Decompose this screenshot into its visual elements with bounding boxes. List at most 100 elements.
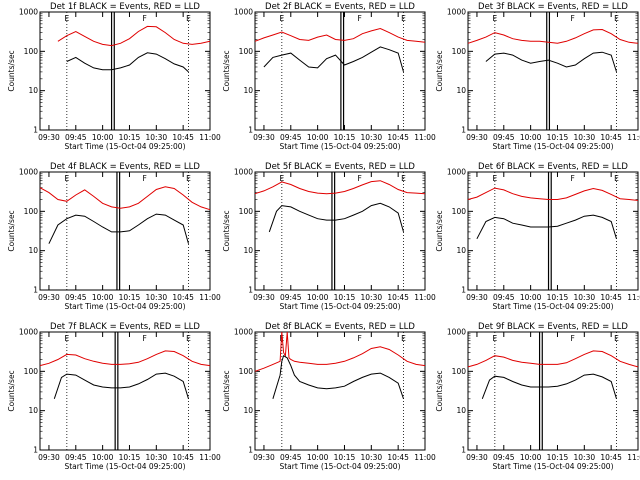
- panel-6: Det 6f BLACK = Events, RED = LLD 1 10 100 10…: [435, 162, 640, 311]
- lld-series-line: [39, 350, 211, 367]
- plot-frame: [39, 171, 211, 291]
- y-tick-label: 1000: [234, 8, 253, 17]
- x-tick-label: 11:00: [627, 133, 640, 142]
- x-tick-label: 09:45: [493, 453, 515, 462]
- x-tick-label: 09:45: [280, 453, 302, 462]
- x-tick-label: 11:00: [199, 133, 221, 142]
- x-tick-label: 10:45: [600, 133, 622, 142]
- y-tick-label: 100: [239, 207, 254, 216]
- events-series-line: [485, 51, 617, 73]
- period-marker: E: [64, 334, 69, 343]
- period-marker: F: [571, 174, 575, 183]
- x-tick-label: 10:00: [307, 133, 329, 142]
- y-tick-label: 100: [24, 367, 39, 376]
- panel-2: Det 2f BLACK = Events, RED = LLD 1 10 100 10…: [222, 2, 436, 151]
- period-marker: E: [492, 14, 497, 23]
- panel-title: Det 2f BLACK = Events, RED = LLD: [265, 2, 415, 12]
- x-tick-label: 09:30: [253, 133, 275, 142]
- period-marker: E: [186, 174, 191, 183]
- x-tick-label: 11:00: [199, 293, 221, 302]
- x-tick-label: 10:00: [520, 293, 542, 302]
- lld-series-line: [254, 331, 426, 372]
- panel-title: Det 1f BLACK = Events, RED = LLD: [50, 2, 200, 12]
- plot-frame: [254, 331, 426, 451]
- x-tick-label: 10:30: [574, 293, 596, 302]
- y-tick-label: 100: [452, 367, 467, 376]
- x-tick-label: 10:00: [92, 133, 114, 142]
- x-tick-label: 10:15: [547, 453, 569, 462]
- y-tick-label: 1000: [19, 168, 38, 177]
- period-marker: E: [614, 334, 619, 343]
- period-marker: F: [358, 334, 362, 343]
- x-tick-label: 10:00: [520, 453, 542, 462]
- y-axis-label: Counts/sec: [435, 210, 444, 251]
- lld-series-line: [467, 28, 639, 44]
- y-axis-label: Counts/sec: [7, 50, 16, 91]
- period-marker: E: [186, 14, 191, 23]
- panel-8: Det 8f BLACK = Events, RED = LLD 1 10 100 10…: [222, 322, 436, 471]
- events-series-line: [66, 52, 189, 73]
- panel-title: Det 9f BLACK = Events, RED = LLD: [478, 322, 628, 332]
- panel-title: Det 6f BLACK = Events, RED = LLD: [478, 162, 628, 172]
- x-tick-label: 09:45: [493, 293, 515, 302]
- x-tick-label: 11:00: [414, 453, 436, 462]
- y-tick-label: 100: [452, 47, 467, 56]
- panel-title: Det 7f BLACK = Events, RED = LLD: [50, 322, 200, 332]
- x-tick-label: 10:15: [334, 293, 356, 302]
- x-tick-label: 09:30: [38, 293, 60, 302]
- x-tick-label: 10:15: [334, 133, 356, 142]
- y-tick-label: 1: [33, 126, 38, 135]
- period-marker: F: [143, 334, 147, 343]
- period-marker: E: [614, 14, 619, 23]
- x-tick-label: 10:45: [600, 293, 622, 302]
- x-tick-label: 10:45: [600, 453, 622, 462]
- panel-title: Det 4f BLACK = Events, RED = LLD: [50, 162, 200, 172]
- events-series-line: [53, 372, 189, 399]
- x-axis-label: Start Time (15-Oct-04 09:25:00): [279, 142, 400, 151]
- y-axis-label: Counts/sec: [7, 370, 16, 411]
- x-tick-label: 10:45: [172, 133, 194, 142]
- x-tick-label: 10:15: [119, 133, 141, 142]
- panel-title: Det 8f BLACK = Events, RED = LLD: [265, 322, 415, 332]
- plot-frame: [254, 171, 426, 291]
- period-marker: E: [492, 174, 497, 183]
- x-tick-label: 10:15: [547, 133, 569, 142]
- lld-series-line: [467, 187, 639, 201]
- x-axis-label: Start Time (15-Oct-04 09:25:00): [492, 142, 613, 151]
- x-tick-label: 10:45: [172, 453, 194, 462]
- x-tick-label: 10:45: [387, 453, 409, 462]
- events-series-line: [272, 354, 404, 399]
- lld-series-line: [57, 25, 211, 47]
- period-marker: E: [279, 174, 284, 183]
- period-marker: E: [401, 174, 406, 183]
- x-tick-label: 09:45: [65, 133, 87, 142]
- x-axis-label: Start Time (15-Oct-04 09:25:00): [492, 302, 613, 311]
- x-tick-label: 11:00: [627, 293, 640, 302]
- lld-series-line: [39, 186, 211, 211]
- x-axis-label: Start Time (15-Oct-04 09:25:00): [64, 302, 185, 311]
- x-tick-label: 10:00: [92, 293, 114, 302]
- y-tick-label: 10: [28, 406, 38, 415]
- y-tick-label: 1: [461, 446, 466, 455]
- period-marker: E: [401, 334, 406, 343]
- x-tick-label: 09:30: [38, 133, 60, 142]
- x-tick-label: 10:45: [172, 293, 194, 302]
- period-marker: E: [401, 14, 406, 23]
- x-tick-label: 10:30: [361, 453, 383, 462]
- events-series-line: [268, 202, 404, 233]
- y-tick-label: 10: [243, 246, 253, 255]
- period-marker: F: [143, 14, 147, 23]
- y-tick-label: 1000: [19, 8, 38, 17]
- y-tick-label: 10: [28, 86, 38, 95]
- y-tick-label: 100: [452, 207, 467, 216]
- x-tick-label: 10:00: [307, 453, 329, 462]
- x-tick-label: 09:45: [280, 133, 302, 142]
- panel-4: Det 4f BLACK = Events, RED = LLD 1 10 100 10…: [7, 162, 221, 311]
- x-tick-label: 09:45: [280, 293, 302, 302]
- panel-3: Det 3f BLACK = Events, RED = LLD 1 10 100 10…: [435, 2, 640, 151]
- y-axis-label: Counts/sec: [222, 210, 231, 251]
- y-tick-label: 10: [28, 246, 38, 255]
- x-tick-label: 10:00: [520, 133, 542, 142]
- x-axis-label: Start Time (15-Oct-04 09:25:00): [492, 462, 613, 471]
- x-tick-label: 10:30: [361, 133, 383, 142]
